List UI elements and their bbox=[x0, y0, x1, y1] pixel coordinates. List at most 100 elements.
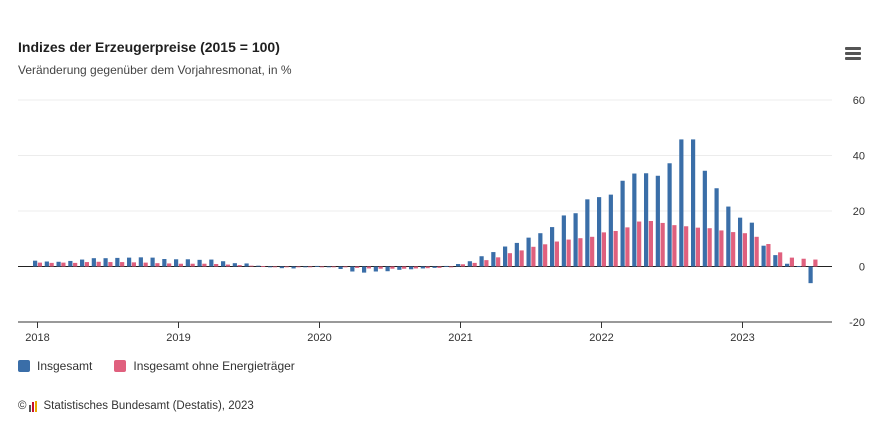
bar-insgesamt[interactable] bbox=[150, 257, 155, 267]
bar-insgesamt[interactable] bbox=[256, 265, 261, 267]
bar-ohne-energie[interactable] bbox=[378, 266, 383, 269]
bar-ohne-energie[interactable] bbox=[554, 241, 559, 267]
bar-insgesamt[interactable] bbox=[479, 256, 484, 267]
bar-ohne-energie[interactable] bbox=[460, 264, 465, 267]
bar-insgesamt[interactable] bbox=[44, 261, 49, 267]
bar-ohne-energie[interactable] bbox=[366, 266, 371, 269]
bar-insgesamt[interactable] bbox=[115, 257, 120, 267]
bar-ohne-energie[interactable] bbox=[120, 262, 125, 267]
bar-ohne-energie[interactable] bbox=[272, 266, 277, 268]
bar-insgesamt[interactable] bbox=[432, 266, 437, 268]
bar-ohne-energie[interactable] bbox=[390, 266, 395, 269]
bar-insgesamt[interactable] bbox=[91, 258, 96, 267]
bar-ohne-energie[interactable] bbox=[672, 225, 677, 267]
bar-insgesamt[interactable] bbox=[33, 260, 38, 267]
bar-ohne-energie[interactable] bbox=[214, 264, 219, 267]
bar-insgesamt[interactable] bbox=[796, 266, 801, 268]
bar-insgesamt[interactable] bbox=[667, 163, 672, 267]
bar-ohne-energie[interactable] bbox=[648, 220, 653, 267]
bar-ohne-energie[interactable] bbox=[625, 227, 630, 267]
bar-insgesamt[interactable] bbox=[279, 266, 284, 269]
bar-insgesamt[interactable] bbox=[221, 261, 226, 267]
bar-insgesamt[interactable] bbox=[197, 259, 202, 267]
bar-insgesamt[interactable] bbox=[550, 227, 555, 267]
bar-ohne-energie[interactable] bbox=[707, 228, 712, 267]
bar-insgesamt[interactable] bbox=[80, 259, 85, 267]
bar-ohne-energie[interactable] bbox=[801, 258, 806, 267]
bar-ohne-energie[interactable] bbox=[331, 266, 336, 268]
bar-ohne-energie[interactable] bbox=[778, 252, 783, 267]
bar-insgesamt[interactable] bbox=[326, 266, 331, 268]
bar-insgesamt[interactable] bbox=[268, 266, 273, 268]
bar-ohne-energie[interactable] bbox=[566, 239, 571, 267]
bar-insgesamt[interactable] bbox=[350, 266, 355, 272]
legend-item-ohne-energie[interactable]: Insgesamt ohne Energieträger bbox=[114, 359, 295, 373]
bar-insgesamt[interactable] bbox=[808, 266, 813, 284]
bar-ohne-energie[interactable] bbox=[742, 233, 747, 267]
bar-ohne-energie[interactable] bbox=[507, 253, 512, 267]
bar-insgesamt[interactable] bbox=[644, 173, 649, 267]
bar-ohne-energie[interactable] bbox=[202, 263, 207, 267]
hamburger-menu-icon[interactable] bbox=[845, 45, 865, 63]
bar-ohne-energie[interactable] bbox=[684, 226, 689, 267]
bar-insgesamt[interactable] bbox=[162, 259, 167, 267]
bar-insgesamt[interactable] bbox=[691, 139, 696, 267]
bar-insgesamt[interactable] bbox=[444, 265, 449, 267]
bar-insgesamt[interactable] bbox=[773, 255, 778, 267]
bar-ohne-energie[interactable] bbox=[261, 266, 266, 268]
bar-ohne-energie[interactable] bbox=[143, 262, 148, 267]
bar-ohne-energie[interactable] bbox=[578, 238, 583, 267]
bar-insgesamt[interactable] bbox=[655, 175, 660, 267]
bar-ohne-energie[interactable] bbox=[284, 266, 289, 268]
bar-ohne-energie[interactable] bbox=[484, 260, 489, 267]
bar-insgesamt[interactable] bbox=[597, 197, 602, 267]
bar-ohne-energie[interactable] bbox=[96, 261, 101, 267]
bar-ohne-energie[interactable] bbox=[319, 266, 324, 268]
bar-insgesamt[interactable] bbox=[561, 215, 566, 267]
bar-ohne-energie[interactable] bbox=[167, 263, 172, 267]
bar-insgesamt[interactable] bbox=[608, 194, 613, 267]
bar-insgesamt[interactable] bbox=[315, 265, 320, 267]
bar-insgesamt[interactable] bbox=[726, 206, 731, 267]
bar-ohne-energie[interactable] bbox=[131, 262, 136, 267]
legend-item-insgesamt[interactable]: Insgesamt bbox=[18, 359, 92, 373]
bar-ohne-energie[interactable] bbox=[402, 266, 407, 269]
bar-ohne-energie[interactable] bbox=[660, 222, 665, 267]
bar-insgesamt[interactable] bbox=[573, 213, 578, 267]
bar-ohne-energie[interactable] bbox=[155, 263, 160, 267]
bar-ohne-energie[interactable] bbox=[519, 250, 524, 267]
bar-insgesamt[interactable] bbox=[385, 266, 390, 272]
bar-insgesamt[interactable] bbox=[373, 266, 378, 272]
bar-insgesamt[interactable] bbox=[503, 246, 508, 267]
bar-ohne-energie[interactable] bbox=[84, 262, 89, 267]
bar-ohne-energie[interactable] bbox=[813, 259, 818, 267]
bar-insgesamt[interactable] bbox=[127, 257, 132, 267]
bar-insgesamt[interactable] bbox=[138, 257, 143, 267]
bar-insgesamt[interactable] bbox=[291, 266, 296, 269]
bar-ohne-energie[interactable] bbox=[695, 227, 700, 267]
bar-ohne-energie[interactable] bbox=[543, 244, 548, 267]
bar-insgesamt[interactable] bbox=[702, 170, 707, 267]
bar-ohne-energie[interactable] bbox=[296, 266, 301, 268]
bar-ohne-energie[interactable] bbox=[225, 264, 230, 267]
bar-insgesamt[interactable] bbox=[174, 259, 179, 267]
bar-ohne-energie[interactable] bbox=[178, 263, 183, 267]
bar-ohne-energie[interactable] bbox=[590, 236, 595, 267]
bar-insgesamt[interactable] bbox=[103, 258, 108, 267]
bar-insgesamt[interactable] bbox=[620, 180, 625, 267]
bar-ohne-energie[interactable] bbox=[355, 266, 360, 268]
bar-ohne-energie[interactable] bbox=[531, 246, 536, 267]
bar-ohne-energie[interactable] bbox=[190, 263, 195, 267]
bar-insgesamt[interactable] bbox=[538, 233, 543, 267]
bar-ohne-energie[interactable] bbox=[496, 257, 501, 267]
bar-ohne-energie[interactable] bbox=[308, 266, 313, 268]
bar-ohne-energie[interactable] bbox=[766, 244, 771, 267]
bar-insgesamt[interactable] bbox=[632, 173, 637, 267]
bar-ohne-energie[interactable] bbox=[437, 266, 442, 268]
bar-ohne-energie[interactable] bbox=[449, 266, 454, 268]
bar-insgesamt[interactable] bbox=[526, 237, 531, 267]
bar-ohne-energie[interactable] bbox=[731, 232, 736, 267]
bar-insgesamt[interactable] bbox=[362, 266, 367, 273]
bar-insgesamt[interactable] bbox=[68, 260, 73, 267]
bar-ohne-energie[interactable] bbox=[108, 262, 113, 267]
